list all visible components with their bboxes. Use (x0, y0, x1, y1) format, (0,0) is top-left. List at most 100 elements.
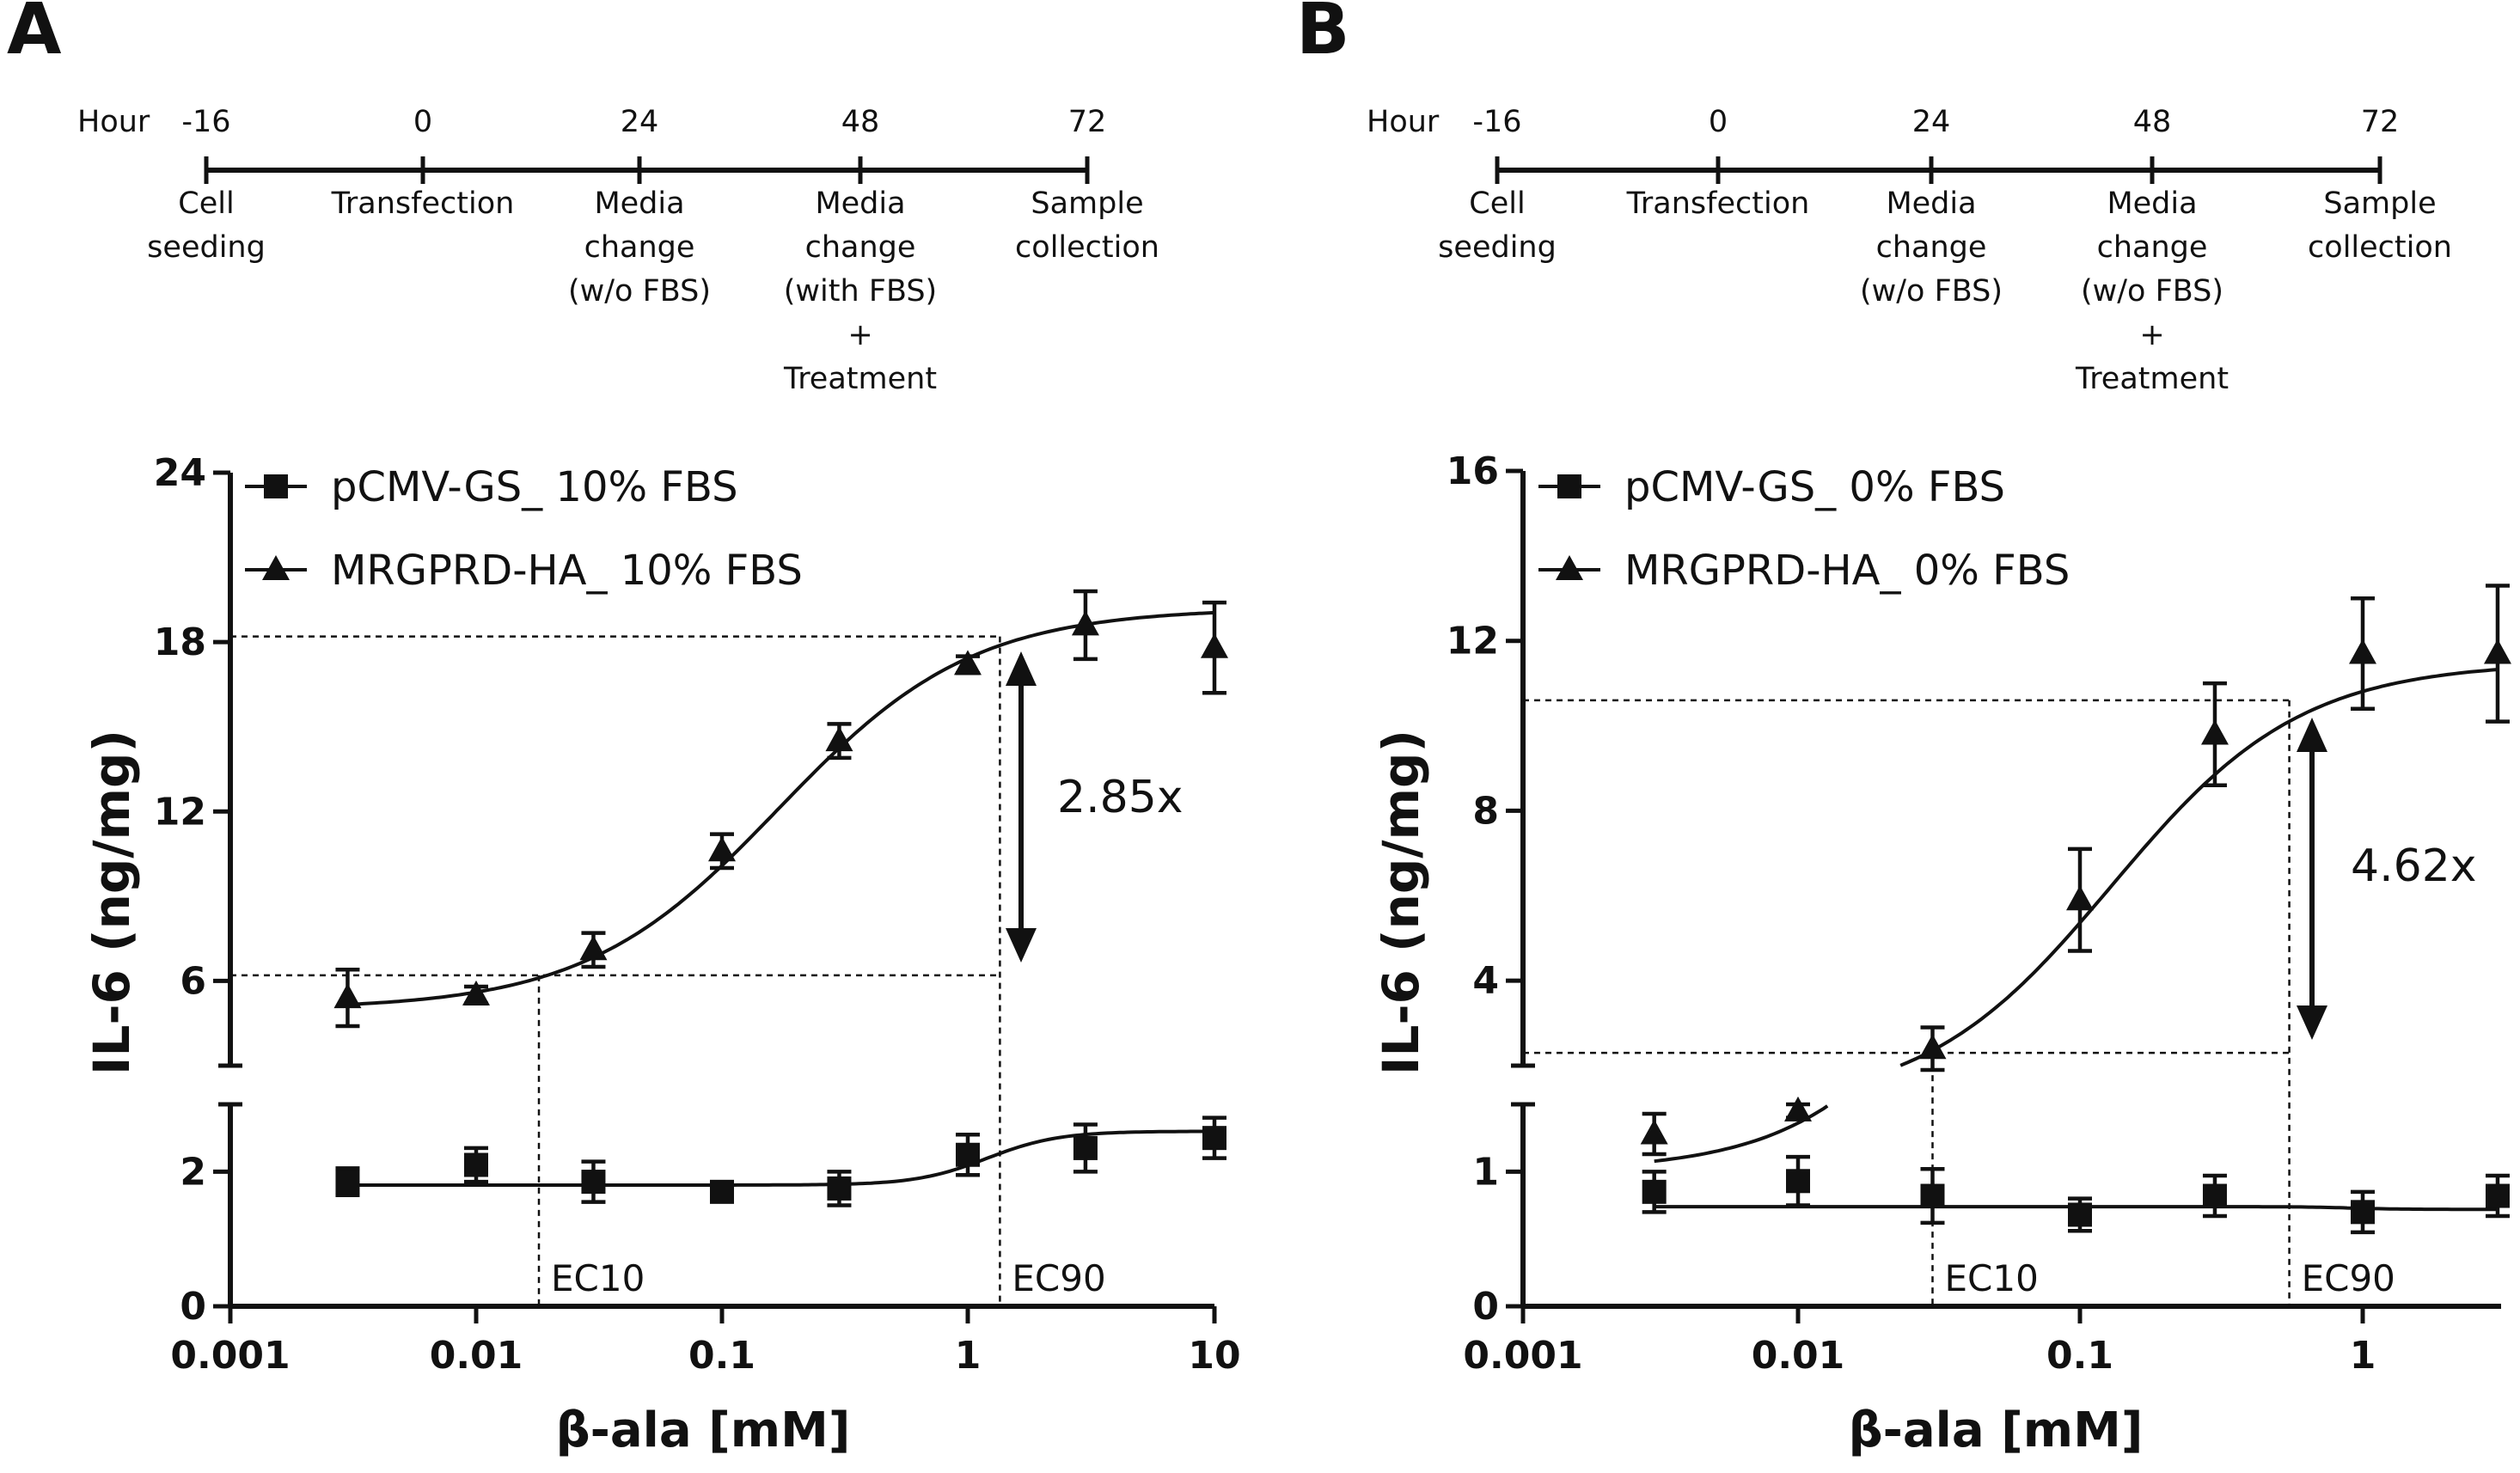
data-point-triangle (1201, 633, 1228, 658)
timeline-event-line: Media (815, 186, 905, 221)
timeline-event-line: (w/o FBS) (2081, 274, 2223, 309)
ec10-label: EC10 (1944, 1257, 2038, 1299)
y-tick-label: 0 (180, 1285, 206, 1329)
legend-entry: pCMV-GS_ 0% FBS (1624, 463, 2005, 511)
fold-change-label: 2.85x (1057, 772, 1184, 823)
y-tick-label: 12 (154, 790, 206, 834)
data-point-square (2485, 1183, 2510, 1208)
data-point-square (710, 1179, 734, 1204)
y-tick-label: 4 (1472, 959, 1499, 1003)
timeline-event-line: Treatment (783, 362, 937, 396)
timeline-event-line: Treatment (2075, 362, 2229, 396)
timeline-event-line: change (805, 230, 916, 265)
timeline-hour-value: 0 (413, 105, 432, 139)
timeline-event-line: collection (1015, 230, 1159, 265)
fold-change-arrow-head-up (2297, 718, 2327, 752)
legend-entry: MRGPRD-HA_ 10% FBS (331, 547, 803, 595)
data-point-square (1920, 1183, 1945, 1208)
data-point-square (1786, 1169, 1810, 1194)
x-tick-label: 0.01 (430, 1334, 523, 1378)
fit-curve-triangle (347, 610, 1215, 1006)
y-tick-label: 2 (180, 1150, 206, 1194)
fit-curve-triangle (1899, 668, 2499, 1067)
data-point-triangle (2483, 639, 2511, 664)
timeline-event: Media change (with FBS) + Treatment (783, 186, 937, 396)
data-point-square (2202, 1183, 2227, 1208)
y-tick-label: 6 (180, 959, 206, 1003)
data-point-triangle (2349, 639, 2376, 664)
timeline-event-line: change (584, 230, 695, 265)
data-point-triangle (954, 650, 982, 675)
timeline-event-line: Media (594, 186, 684, 221)
timeline-hour-label: Hour (77, 105, 150, 139)
legend-marker-triangle (262, 555, 290, 580)
timeline-event: Media change (w/o FBS) (568, 186, 711, 309)
data-point-square (2068, 1202, 2092, 1227)
timeline-event-line: change (1876, 230, 1987, 265)
panel-letter: B (1296, 0, 1350, 70)
data-point-triangle (2066, 885, 2094, 911)
fold-change-arrow-head-down (1006, 928, 1037, 963)
timeline-hour-value: 72 (2361, 105, 2400, 139)
data-point-square (956, 1142, 980, 1167)
timeline-event-line: collection (2308, 230, 2452, 265)
timeline-event-line: change (2097, 230, 2208, 265)
fit-curve-triangle (1654, 1104, 1829, 1164)
ec90-label: EC90 (1012, 1257, 1105, 1299)
y-axis-label: IL-6 (ng/mg) (83, 730, 141, 1075)
timeline-event-line: Transfection (1626, 186, 1810, 221)
data-point-square (2351, 1200, 2375, 1225)
data-point-triangle (462, 980, 490, 1005)
timeline-hour-value: -16 (1472, 105, 1521, 139)
timeline-hour-value: 0 (1709, 105, 1728, 139)
data-point-square (827, 1176, 852, 1201)
timeline-hour-value: 48 (2133, 105, 2172, 139)
panel-letter: A (7, 0, 62, 70)
timeline-hour-value: 24 (621, 105, 659, 139)
y-tick-label: 1 (1472, 1150, 1499, 1194)
timeline-event: Cell seeding (1438, 186, 1557, 265)
data-point-square (1073, 1135, 1098, 1160)
legend-marker-square (264, 474, 288, 498)
panel-b: B Hour -16 Cell seeding 0 Transfection 24 Media c… (1296, 0, 2511, 1458)
timeline-event: Sample collection (2308, 186, 2452, 265)
timeline-event: Cell seeding (147, 186, 266, 265)
data-point-triangle (825, 726, 853, 752)
fold-change-arrow-head-up (1006, 651, 1037, 686)
data-point-square (335, 1170, 360, 1195)
timeline-event-line: seeding (147, 230, 266, 265)
data-point-triangle (1071, 610, 1099, 636)
timeline-event-line: (w/o FBS) (568, 274, 711, 309)
timeline-hour-label: Hour (1367, 105, 1440, 139)
timeline-event-line: Cell (178, 186, 234, 221)
y-tick-label: 0 (1472, 1285, 1499, 1329)
data-point-triangle (1784, 1096, 1812, 1122)
ec90-label: EC90 (2302, 1257, 2395, 1299)
data-point-square (464, 1152, 488, 1177)
y-tick-label: 18 (154, 620, 206, 664)
fold-change-label: 4.62x (2351, 840, 2477, 892)
x-tick-label: 0.1 (688, 1334, 755, 1378)
timeline-event-line: Cell (1469, 186, 1525, 221)
timeline-hour-value: 24 (1912, 105, 1951, 139)
timeline-hour-value: 72 (1068, 105, 1107, 139)
x-tick-label: 0.001 (1463, 1334, 1582, 1378)
data-point-triangle (579, 935, 608, 961)
timeline-event: Transfection (1626, 186, 1810, 221)
timeline-event-line: + (847, 318, 872, 352)
x-axis-label: β-ala [mM] (556, 1403, 851, 1458)
timeline-event: Media change (w/o FBS) + Treatment (2075, 186, 2229, 396)
x-axis-label: β-ala [mM] (1849, 1403, 2144, 1458)
ec10-label: EC10 (551, 1257, 645, 1299)
y-tick-label: 24 (154, 451, 206, 495)
timeline-event-line: Transfection (331, 186, 515, 221)
legend-marker-square (1557, 474, 1581, 498)
x-tick-label: 0.01 (1752, 1334, 1845, 1378)
timeline-event-line: (w/o FBS) (1860, 274, 2003, 309)
data-point-triangle (1640, 1119, 1668, 1145)
timeline-event-line: Media (2107, 186, 2197, 221)
y-tick-label: 8 (1472, 789, 1499, 833)
timeline-event-line: Media (1886, 186, 1976, 221)
timeline-event-line: Sample (2323, 186, 2436, 221)
